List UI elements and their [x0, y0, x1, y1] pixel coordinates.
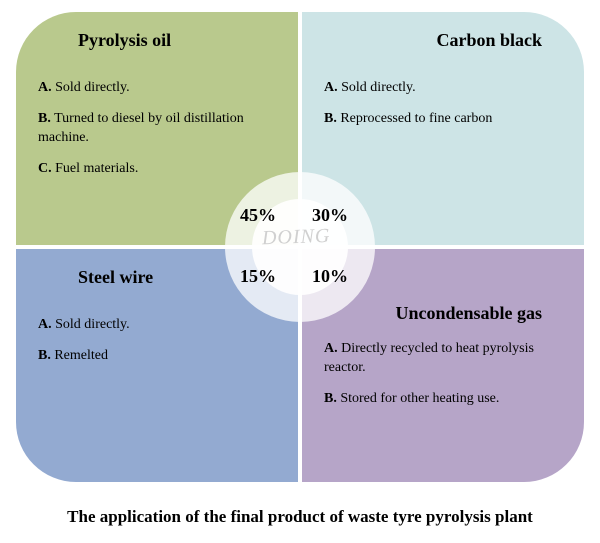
quadrant-items: A. Sold directly. B. Reprocessed to fine… [324, 79, 562, 129]
quadrant-items: A. Sold directly. B. Remelted [38, 316, 276, 366]
quadrant-title: Pyrolysis oil [38, 30, 276, 51]
list-item: B. Stored for other heating use. [324, 390, 562, 409]
list-item: B. Remelted [38, 347, 276, 366]
percent-steel-wire: 15% [240, 266, 276, 287]
list-item: A. Sold directly. [324, 79, 562, 98]
quadrant-title: Uncondensable gas [324, 303, 562, 324]
percent-uncondensable-gas: 10% [312, 266, 348, 287]
list-item: A. Sold directly. [38, 316, 276, 335]
quadrant-title: Carbon black [324, 30, 562, 51]
quadrant-items: A. Sold directly. B. Turned to diesel by… [38, 79, 276, 179]
percent-carbon-black: 30% [312, 205, 348, 226]
list-item: A. Sold directly. [38, 79, 276, 98]
list-item: A. Directly recycled to heat pyrolysis r… [324, 340, 562, 378]
list-item: B. Turned to diesel by oil distillation … [38, 110, 276, 148]
caption-text: The application of the final product of … [0, 507, 600, 527]
quadrant-items: A. Directly recycled to heat pyrolysis r… [324, 340, 562, 409]
list-item: B. Reprocessed to fine carbon [324, 110, 562, 129]
percent-pyrolysis-oil: 45% [240, 205, 276, 226]
quadrant-grid: Pyrolysis oil A. Sold directly. B. Turne… [16, 12, 584, 482]
list-item: C. Fuel materials. [38, 160, 276, 179]
